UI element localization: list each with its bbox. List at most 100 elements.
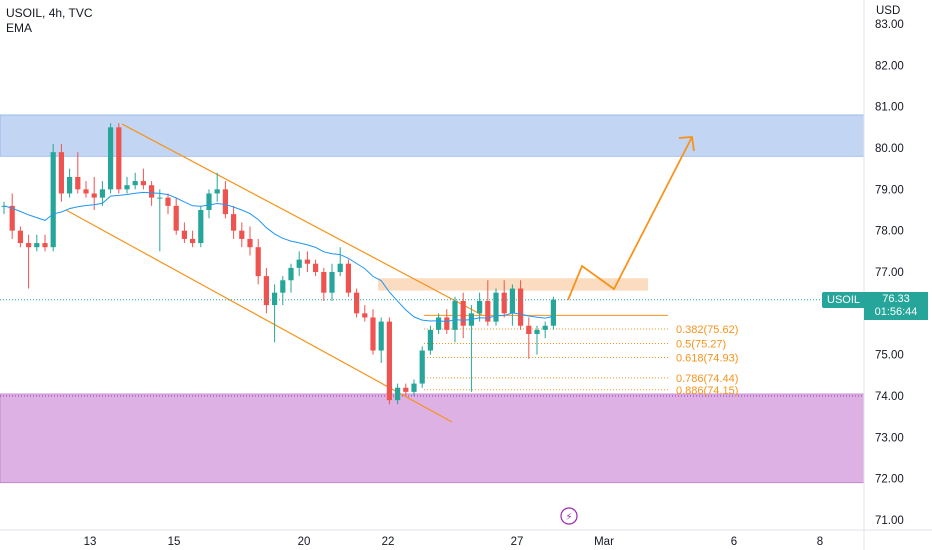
- candle-body: [542, 325, 548, 330]
- fib-label: 0.886(74.15): [676, 385, 738, 397]
- price-tick-label: 73.00: [875, 432, 904, 444]
- candle-body: [436, 317, 442, 330]
- candle-body: [17, 230, 23, 244]
- candle-body: [485, 300, 491, 322]
- fib-label: 0.5(75.27): [676, 339, 726, 351]
- time-tick-label: 8: [817, 536, 823, 548]
- candle-body: [157, 197, 163, 199]
- price-tick-label: 78.00: [875, 226, 904, 238]
- candle-body: [190, 238, 196, 244]
- candle-body: [231, 214, 237, 231]
- candle-body: [280, 280, 286, 293]
- channel-upper-line: [121, 123, 483, 316]
- candle-body: [313, 263, 319, 272]
- candle-body: [288, 267, 294, 281]
- candle-body: [214, 189, 220, 194]
- candle-body: [132, 181, 138, 186]
- currency-label: USD: [876, 5, 901, 17]
- price-tick-label: 80.00: [875, 143, 904, 155]
- candle-body: [362, 313, 368, 318]
- candle-body: [296, 259, 302, 268]
- candle-body: [181, 230, 187, 239]
- candle-body: [329, 272, 335, 293]
- candle-body: [222, 189, 228, 215]
- time-tick-label: 20: [298, 536, 311, 548]
- candle-body: [34, 243, 40, 248]
- candle-body: [534, 329, 540, 334]
- symbol-price-tag: USOIL: [822, 292, 866, 308]
- projection-arrowhead: [678, 136, 695, 152]
- candle-body: [419, 350, 425, 384]
- price-tick-label: 71.00: [875, 515, 904, 527]
- candle-body: [173, 205, 179, 231]
- time-tick-label: 27: [511, 536, 524, 548]
- candle-body: [477, 300, 483, 314]
- candle-body: [304, 259, 310, 264]
- candle-body: [337, 263, 343, 272]
- candle-body: [501, 292, 507, 314]
- candle-body: [198, 210, 204, 244]
- candle-body: [444, 317, 450, 330]
- ema-line: [3, 191, 554, 323]
- candle-body: [247, 238, 253, 248]
- time-tick-label: 15: [168, 536, 181, 548]
- lightning-icon: ⚡: [565, 512, 572, 523]
- candle-body: [493, 292, 499, 322]
- candle-body: [411, 383, 417, 392]
- projection-path: [567, 136, 693, 301]
- fib-label: 0.786(74.44): [676, 373, 738, 385]
- chart-title: USOIL, 4h, TVC: [6, 6, 93, 20]
- candle-body: [108, 127, 114, 190]
- symbol-label: USOIL: [6, 6, 43, 20]
- candle-body: [518, 288, 524, 326]
- candle-body: [427, 329, 433, 351]
- event-icon: [560, 507, 578, 525]
- candle-body: [354, 292, 360, 314]
- candle-body: [460, 300, 466, 326]
- candle-body: [239, 230, 245, 239]
- demand-zone: [0, 393, 865, 484]
- candle-body: [140, 181, 146, 186]
- candle-body: [99, 189, 105, 198]
- bar-countdown: 01:56:44: [874, 306, 918, 318]
- candle-body: [58, 152, 64, 194]
- price-tick-label: 77.00: [875, 267, 904, 279]
- time-tick-label: 22: [382, 536, 395, 548]
- time-tick-label: 6: [731, 536, 737, 548]
- candle-body: [386, 321, 392, 401]
- candle-body: [550, 299, 556, 326]
- candle-body: [42, 243, 48, 248]
- candle-body: [395, 387, 401, 401]
- candle-body: [67, 176, 73, 194]
- candle-body: [116, 127, 122, 190]
- candle-body: [124, 185, 130, 190]
- candle-body: [165, 197, 171, 206]
- last-price-tag: 76.33 01:56:44: [864, 292, 928, 320]
- channel-lower-line: [65, 209, 453, 423]
- candle-body: [75, 176, 81, 190]
- candle-body: [321, 272, 327, 293]
- candle-body: [206, 193, 212, 210]
- price-tick-label: 72.00: [875, 474, 904, 486]
- fib-label: 0.618(74.93): [676, 353, 738, 365]
- price-tick-label: 81.00: [875, 102, 904, 114]
- price-tick-label: 75.00: [875, 350, 904, 362]
- candle-body: [50, 152, 56, 248]
- candle-body: [263, 276, 269, 306]
- candle-body: [403, 387, 409, 392]
- candle-body: [370, 317, 376, 351]
- candle-body: [526, 325, 532, 334]
- candle-body: [149, 185, 155, 198]
- candle-body: [452, 300, 458, 330]
- time-tick-label: Mar: [594, 536, 614, 548]
- fib-label: 0.382(75.62): [676, 324, 738, 336]
- supply-zone: [0, 114, 865, 157]
- price-tick-label: 82.00: [875, 60, 904, 72]
- candle-body: [91, 193, 97, 198]
- candle-body: [509, 288, 515, 314]
- indicator-label[interactable]: EMA: [6, 21, 33, 35]
- source-label: TVC: [68, 6, 93, 20]
- resistance-zone: [378, 278, 648, 291]
- price-tick-label: 83.00: [875, 19, 904, 31]
